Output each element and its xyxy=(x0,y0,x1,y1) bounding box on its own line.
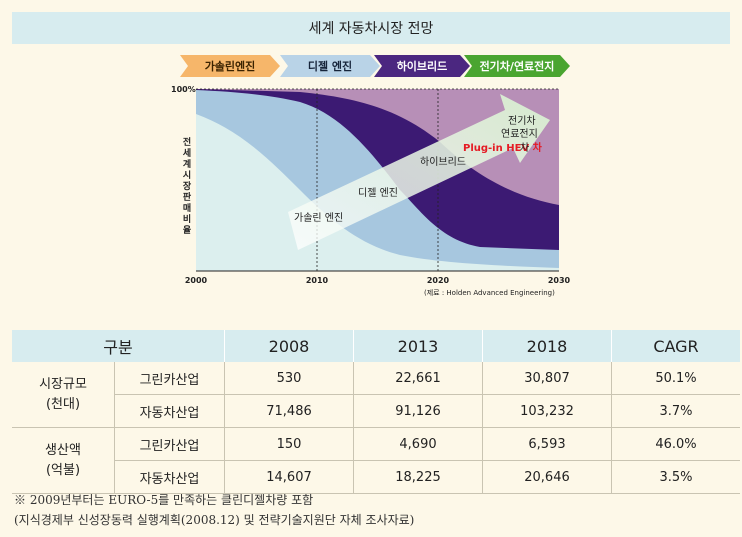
cell: 91,126 xyxy=(353,394,483,428)
cell: 150 xyxy=(224,427,354,461)
group-market-size: 시장규모 (천대) xyxy=(12,362,115,428)
cell: 103,232 xyxy=(482,394,612,428)
x-tick-2000: 2000 xyxy=(185,276,208,285)
label-plugin: Plug-in HEV 차 xyxy=(463,141,543,154)
stage-ev-fuelcell: 전기차/연료전지 xyxy=(464,55,570,77)
y-tick-100: 100% xyxy=(171,85,196,94)
cell: 22,661 xyxy=(353,362,483,395)
header-2018: 2018 xyxy=(482,330,612,362)
label-gasoline: 가솔린 엔진 xyxy=(294,212,343,224)
header-cagr: CAGR xyxy=(611,330,740,362)
x-tick-2010: 2010 xyxy=(306,276,329,285)
area-chart: 100% 2000 2010 2020 2030 가솔린 엔진 디젤 엔진 하이… xyxy=(171,85,571,285)
trend-arrow xyxy=(288,94,550,250)
table-row: 자동차산업 71,486 91,126 103,232 3.7% xyxy=(12,394,740,428)
cell: 3.5% xyxy=(611,460,740,494)
label-ev-2: 연료전지 xyxy=(501,128,538,140)
group-label-2: (억불) xyxy=(45,462,81,478)
cell: 530 xyxy=(224,362,354,395)
stage-diesel: 디젤 엔진 xyxy=(280,55,380,77)
label-ev-3: 차 xyxy=(520,142,529,154)
cell: 14,607 xyxy=(224,460,354,494)
cell: 20,646 xyxy=(482,460,612,494)
table-row: 자동차산업 14,607 18,225 20,646 3.5% xyxy=(12,460,740,494)
cell: 46.0% xyxy=(611,427,740,461)
y-axis-label: 전세계시장 판매비율 xyxy=(182,138,192,236)
row-type: 자동차산업 xyxy=(114,394,225,428)
footnote: ※ 2009년부터는 EURO-5를 만족하는 클린디젤차량 포함 (지식경제부… xyxy=(14,490,414,530)
cell: 18,225 xyxy=(353,460,483,494)
cell: 6,593 xyxy=(482,427,612,461)
row-type: 그린카산업 xyxy=(114,427,225,461)
footnote-line-1: ※ 2009년부터는 EURO-5를 만족하는 클린디젤차량 포함 xyxy=(14,493,314,507)
group-label-2: (천대) xyxy=(45,396,81,412)
group-production: 생산액 (억불) xyxy=(12,427,115,494)
table-row: 생산액 (억불) 그린카산업 150 4,690 6,593 46.0% xyxy=(12,427,740,494)
cell: 4,690 xyxy=(353,427,483,461)
cell: 30,807 xyxy=(482,362,612,395)
cell: 71,486 xyxy=(224,394,354,428)
header-category: 구분 xyxy=(12,330,225,362)
stage-hybrid: 하이브리드 xyxy=(374,55,470,77)
chart-title: 세계 자동차시장 전망 xyxy=(12,12,730,44)
stage-gasoline: 가솔린엔진 xyxy=(180,55,280,77)
label-hybrid: 하이브리드 xyxy=(420,155,466,168)
gasoline-region xyxy=(196,114,559,271)
header-2013: 2013 xyxy=(353,330,483,362)
footnote-line-2: (지식경제부 신성장동력 실행계획(2008.12) 및 전략기술지원단 자체 … xyxy=(14,513,415,527)
cell: 3.7% xyxy=(611,394,740,428)
row-type: 그린카산업 xyxy=(114,362,225,395)
data-table: 구분 2008 2013 2018 CAGR 시장규모 (천대) 그린카산업 5… xyxy=(12,330,740,494)
x-tick-2020: 2020 xyxy=(427,276,450,285)
group-label-1: 생산액 xyxy=(45,442,81,458)
table-row: 시장규모 (천대) 그린카산업 530 22,661 30,807 50.1% xyxy=(12,362,740,428)
table-header-row: 구분 2008 2013 2018 CAGR xyxy=(12,330,740,362)
label-diesel: 디젤 엔진 xyxy=(358,187,398,199)
group-label-1: 시장규모 xyxy=(39,376,87,392)
label-ev-1: 전기차 xyxy=(508,115,536,127)
header-2008: 2008 xyxy=(224,330,354,362)
row-type: 자동차산업 xyxy=(114,460,225,494)
source-note: (제료 : Holden Advanced Engineering) xyxy=(424,289,555,297)
cell: 50.1% xyxy=(611,362,740,395)
x-tick-2030: 2030 xyxy=(548,276,571,285)
